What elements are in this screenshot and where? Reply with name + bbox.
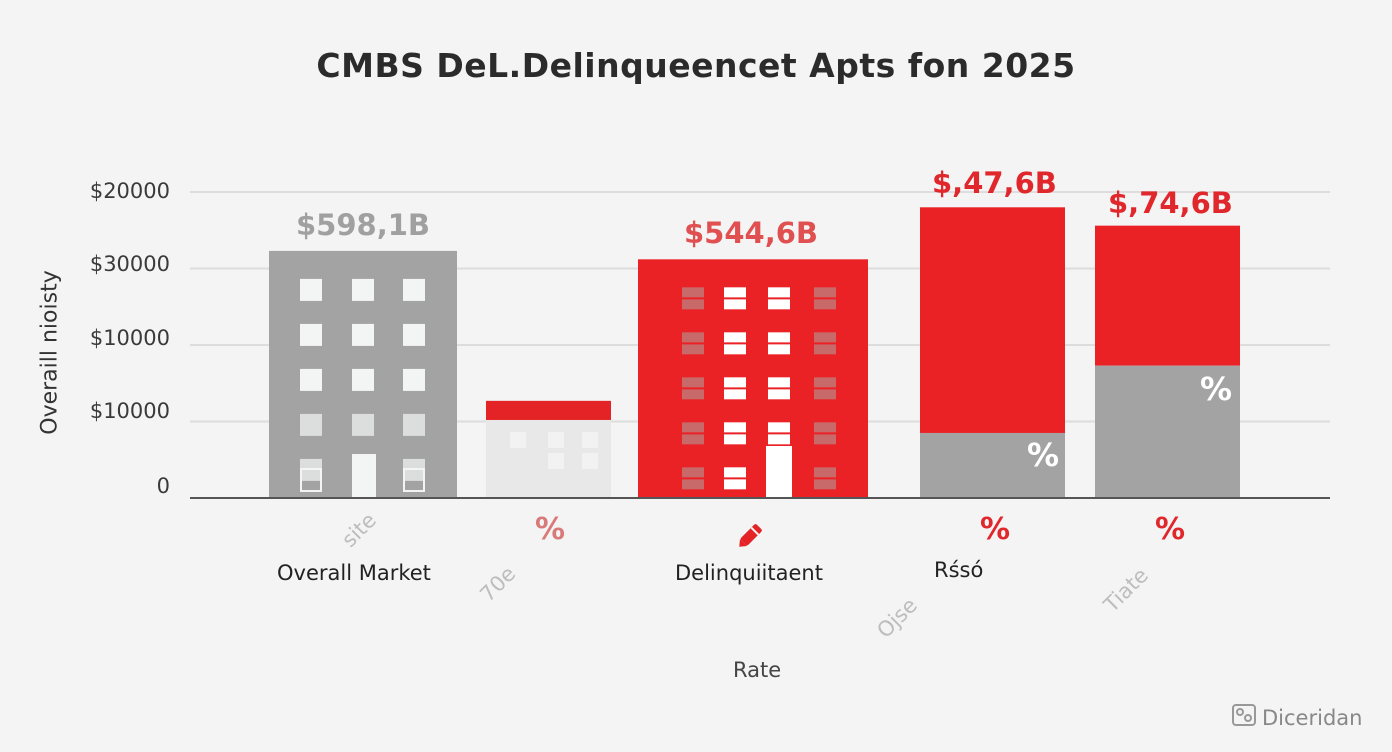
window <box>300 278 322 301</box>
window <box>582 432 598 448</box>
bar-segment <box>920 207 1065 433</box>
window <box>548 432 564 448</box>
y-tick-label: $30000 <box>89 252 170 276</box>
window <box>403 278 425 301</box>
y-tick-label: 0 <box>156 474 170 498</box>
x-axis-label: Rate <box>733 658 782 682</box>
chart-title: CMBS DeL.Delinqueencet Apts fon 2025 <box>316 46 1076 85</box>
window <box>352 413 374 436</box>
window <box>548 453 564 469</box>
x-category-label: Delinquiitaent <box>675 561 823 585</box>
window <box>403 468 425 492</box>
window <box>510 432 526 448</box>
percent-label: % <box>535 512 566 547</box>
y-tick-label: $10000 <box>89 399 170 423</box>
bar-inner-label: % <box>1200 370 1233 408</box>
window <box>300 468 322 492</box>
window <box>582 453 598 469</box>
y-tick-label: $20000 <box>89 179 170 203</box>
data-label: $,47,6B <box>932 166 1057 200</box>
pencil-icon <box>736 518 768 554</box>
bar-segment <box>920 432 1065 498</box>
percent-label: % <box>1155 512 1186 547</box>
window <box>352 323 374 346</box>
window <box>352 278 374 301</box>
window <box>403 413 425 436</box>
data-label: $,74,6B <box>1108 186 1233 220</box>
x-category-label: Rśsó <box>934 558 984 582</box>
window <box>403 368 425 391</box>
percent-label: % <box>980 512 1011 547</box>
window <box>300 323 322 346</box>
door <box>352 454 376 498</box>
y-tick-label: $10000 <box>89 326 170 350</box>
window <box>403 323 425 346</box>
bar-segment <box>1095 365 1240 498</box>
door <box>766 446 792 498</box>
clover-logo-icon <box>1232 704 1256 731</box>
data-label: $598,1B <box>296 208 431 242</box>
x-category-label: Overall Market <box>277 561 431 585</box>
window <box>300 368 322 391</box>
window <box>352 368 374 391</box>
data-label: $544,6B <box>684 216 819 250</box>
bar-segment <box>1095 225 1240 366</box>
bar-cap <box>486 400 611 420</box>
logo: Diceridan <box>1232 704 1362 731</box>
logo-text: Diceridan <box>1262 705 1363 730</box>
window <box>300 413 322 436</box>
bar-inner-label: % <box>1027 436 1060 474</box>
